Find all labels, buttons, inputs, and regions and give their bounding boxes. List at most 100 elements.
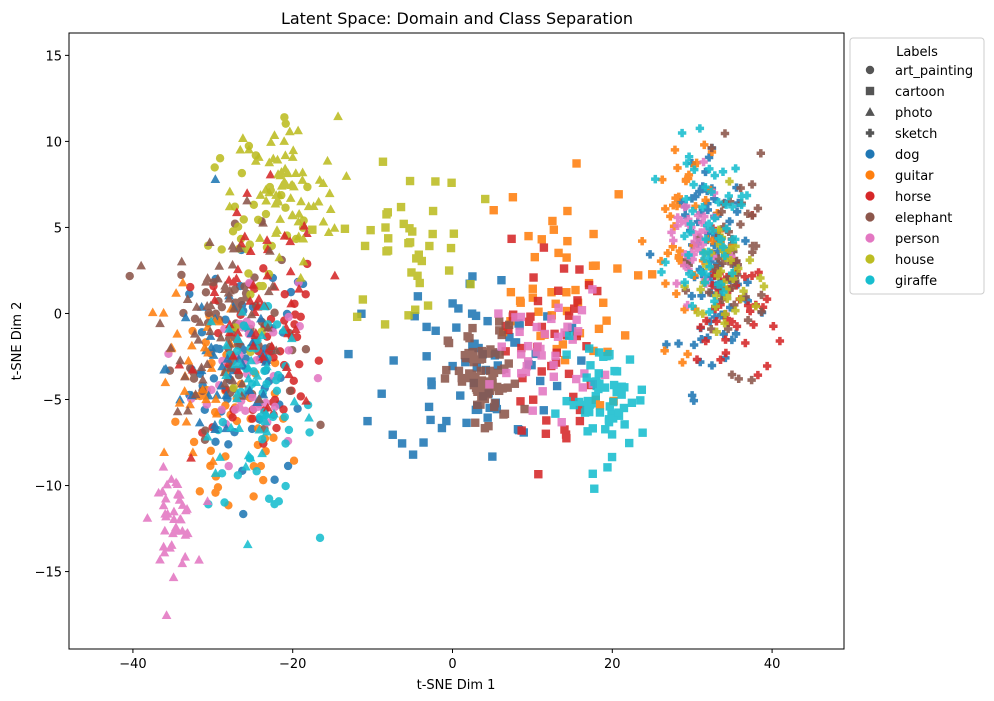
data-point: [281, 203, 290, 212]
data-point: [257, 330, 267, 340]
data-point: [217, 405, 226, 414]
data-point: [678, 358, 687, 367]
data-point: [414, 250, 423, 259]
data-point: [272, 154, 283, 164]
data-point: [234, 243, 244, 252]
data-point: [511, 338, 521, 347]
data-point: [283, 328, 293, 338]
data-point: [298, 256, 309, 266]
data-point: [647, 270, 657, 279]
data-points: [125, 111, 785, 619]
data-point: [269, 433, 278, 442]
data-point: [245, 296, 256, 305]
data-point: [602, 316, 611, 325]
data-point: [727, 370, 737, 379]
data-point: [731, 242, 740, 251]
data-point: [177, 525, 188, 535]
data-point: [209, 295, 220, 304]
data-point: [747, 271, 757, 280]
data-point: [168, 572, 179, 582]
data-point: [680, 305, 689, 314]
data-point: [762, 361, 772, 371]
data-point: [272, 386, 282, 396]
data-point: [605, 349, 614, 359]
data-point: [216, 332, 226, 342]
data-point: [254, 424, 265, 434]
y-axis-title: t-SNE Dim 2: [10, 302, 25, 381]
data-point: [563, 236, 572, 246]
data-point: [560, 425, 569, 434]
data-point: [249, 200, 259, 209]
data-point: [689, 340, 699, 350]
data-point: [186, 282, 195, 292]
data-point: [227, 375, 238, 385]
data-point: [689, 180, 698, 189]
data-point: [182, 528, 193, 538]
data-point: [249, 492, 258, 501]
data-point: [753, 370, 763, 380]
data-point: [252, 467, 261, 476]
data-point: [279, 136, 289, 145]
legend-box: [849, 37, 985, 295]
data-point: [567, 323, 577, 333]
legend-item-horse: horse: [865, 190, 931, 205]
data-point: [537, 367, 546, 376]
data-point: [380, 320, 390, 329]
data-point: [324, 188, 335, 198]
data-point: [258, 389, 269, 399]
data-point: [165, 343, 176, 352]
data-point: [252, 370, 263, 380]
data-point: [213, 273, 223, 283]
data-point: [672, 279, 681, 288]
data-point: [155, 554, 165, 564]
data-point: [743, 315, 753, 325]
data-point: [607, 430, 617, 439]
data-point: [485, 366, 495, 376]
data-point: [297, 175, 308, 184]
data-point: [470, 339, 479, 348]
data-point: [255, 233, 265, 242]
data-point: [569, 400, 578, 410]
data-point: [743, 301, 753, 310]
data-point: [279, 230, 290, 240]
data-point: [284, 425, 294, 435]
data-point: [471, 418, 480, 427]
data-point: [388, 430, 397, 439]
data-point: [177, 558, 188, 568]
data-point: [220, 498, 229, 507]
data-point: [573, 296, 582, 305]
data-point: [656, 256, 666, 266]
data-point: [221, 390, 231, 400]
data-point: [625, 438, 634, 448]
data-point: [725, 245, 734, 254]
data-point: [305, 428, 314, 437]
data-point: [301, 345, 311, 354]
data-point: [431, 177, 440, 186]
data-point: [708, 226, 717, 235]
data-point: [232, 393, 242, 403]
data-point: [720, 310, 730, 319]
data-point: [158, 461, 169, 471]
data-point: [507, 234, 516, 244]
data-point: [488, 452, 497, 461]
data-point: [542, 416, 551, 425]
data-point: [366, 225, 375, 235]
data-point: [577, 356, 586, 365]
data-point: [687, 158, 697, 168]
data-point: [537, 235, 546, 244]
data-point: [405, 238, 415, 247]
data-point: [199, 342, 210, 352]
data-point: [612, 387, 621, 397]
data-point: [195, 317, 205, 326]
legend-label: elephant: [895, 211, 952, 226]
data-point: [666, 212, 675, 221]
data-point: [549, 360, 558, 370]
data-point: [718, 167, 728, 176]
data-point: [295, 359, 304, 369]
y-tick-label: −5: [43, 394, 62, 409]
data-point: [270, 308, 279, 317]
data-point: [575, 405, 585, 415]
data-point: [266, 137, 276, 146]
data-point: [259, 475, 268, 485]
data-point: [497, 330, 506, 340]
